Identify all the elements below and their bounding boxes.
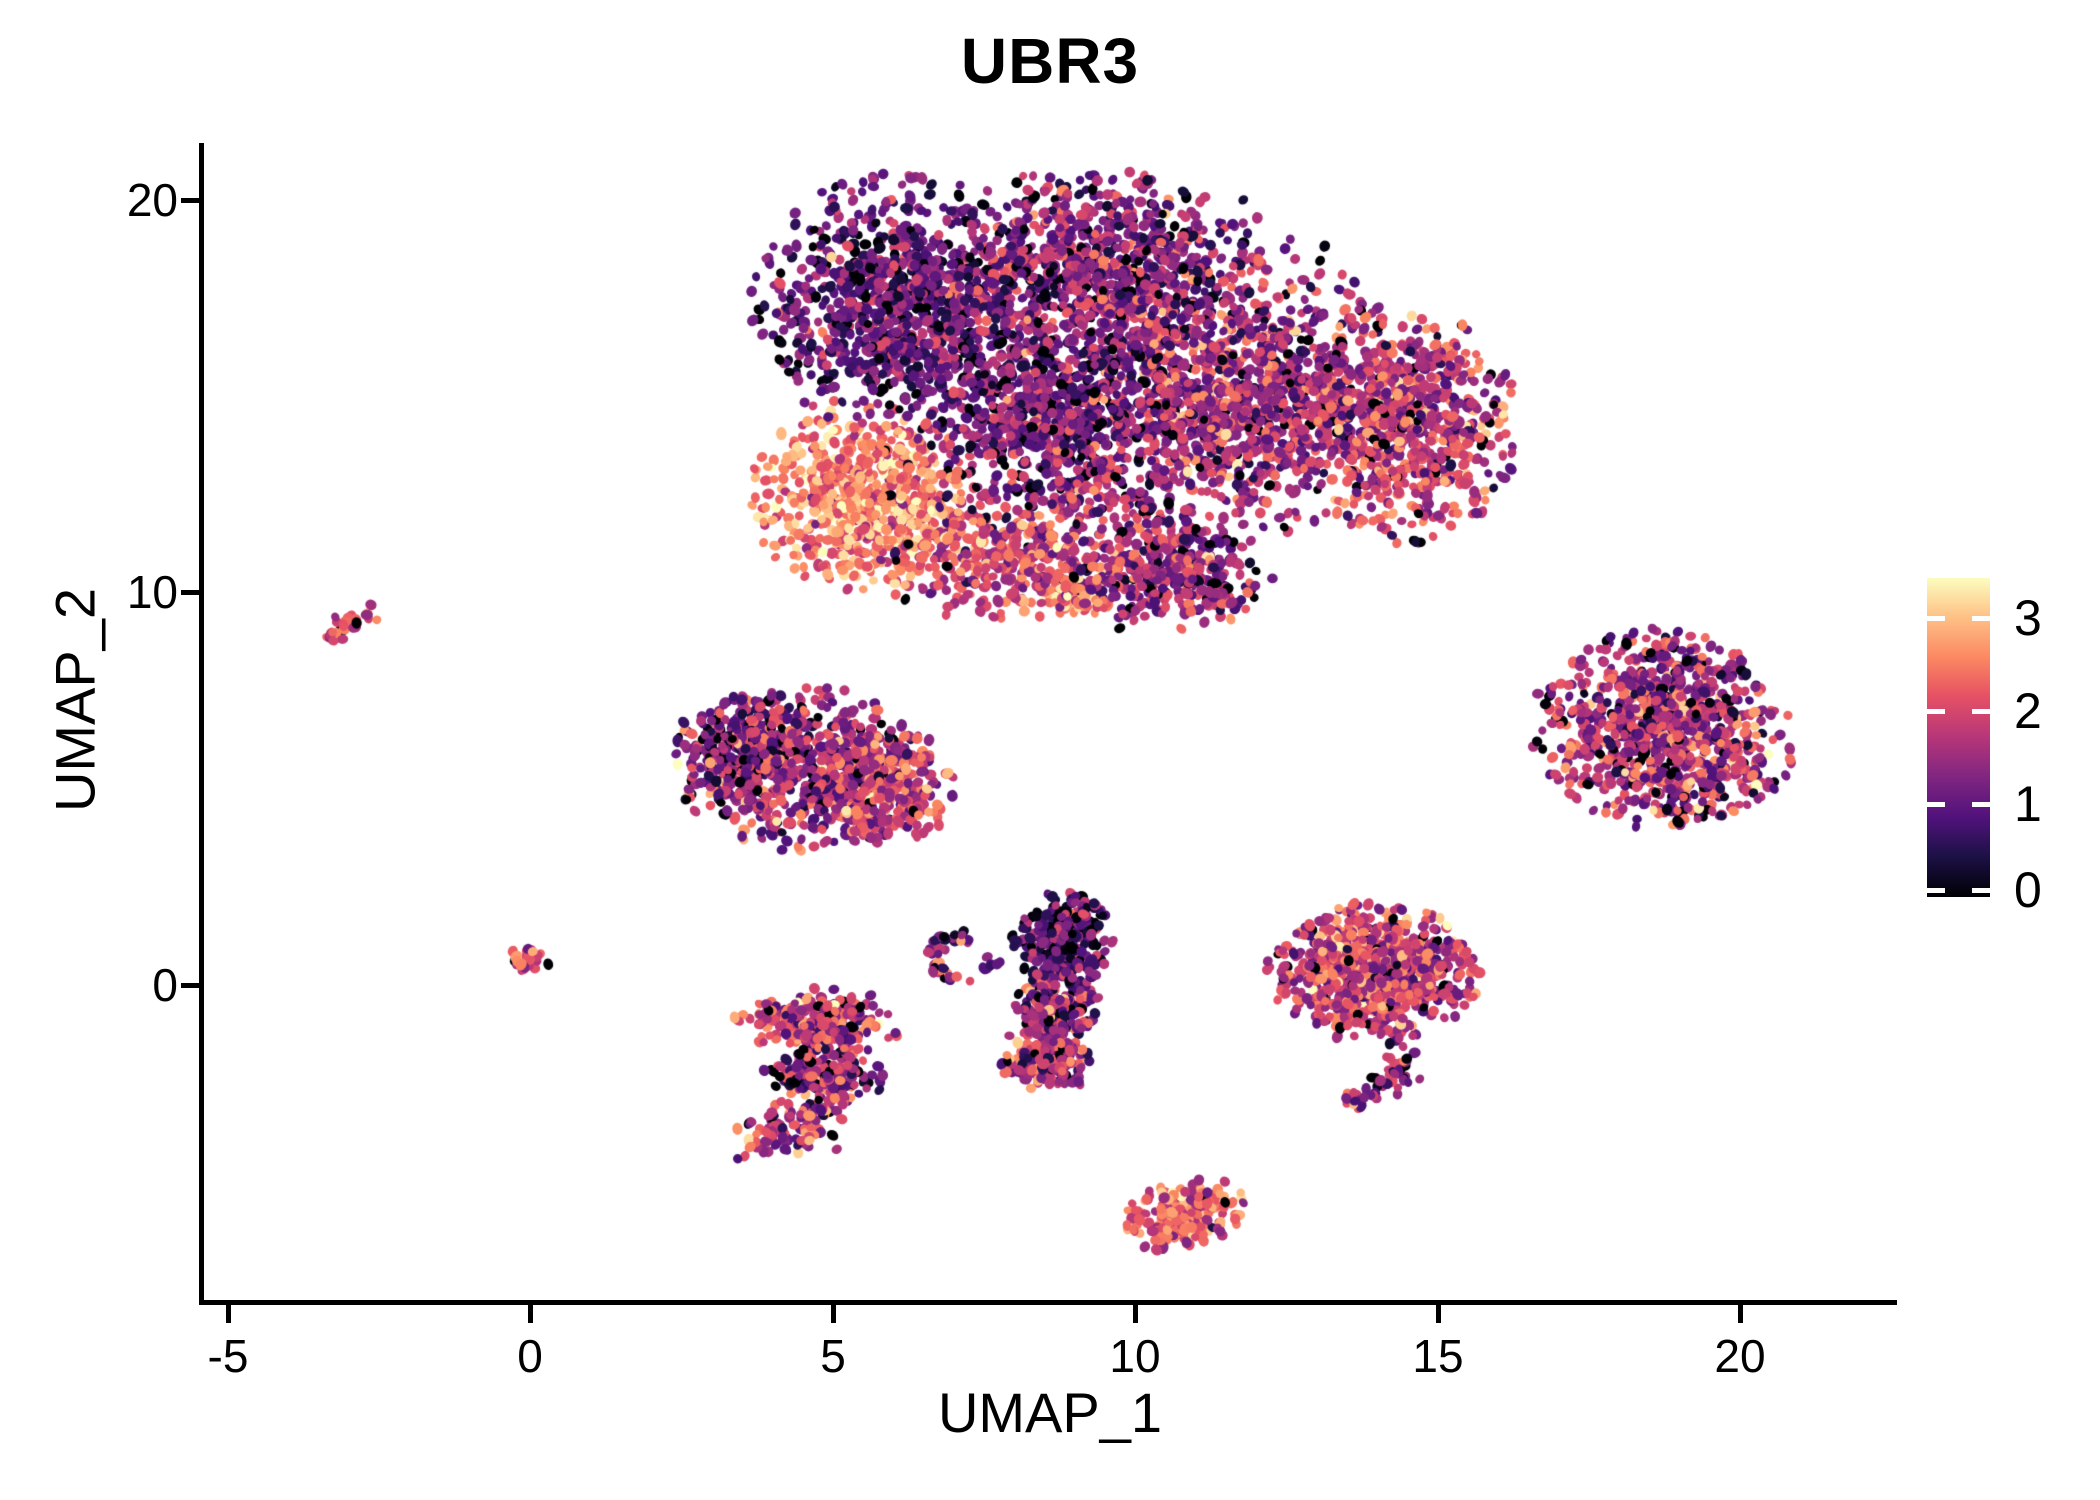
x-tick-label-neg5: -5 [207, 1330, 249, 1382]
x-tick-0 [528, 1305, 533, 1323]
x-tick-label-0: 0 [517, 1330, 543, 1382]
colorbar-label-3: 3 [2014, 590, 2042, 646]
colorbar-tick-mark [1972, 616, 1990, 621]
x-axis-line [199, 1300, 1897, 1305]
x-tick-20 [1738, 1305, 1743, 1323]
colorbar-label-2: 2 [2014, 683, 2042, 739]
x-tick-neg5 [226, 1305, 231, 1323]
colorbar-tick-mark [1972, 888, 1990, 893]
y-tick-label-20: 20 [126, 174, 178, 226]
x-tick-label-15: 15 [1412, 1330, 1464, 1382]
y-tick-label-10: 10 [126, 566, 178, 618]
x-tick-label-20: 20 [1714, 1330, 1766, 1382]
colorbar-tick-mark [1972, 802, 1990, 807]
colorbar-tick-mark [1972, 709, 1990, 714]
chart-title: UBR3 [960, 25, 1140, 97]
colorbar-tick-mark [1927, 888, 1945, 893]
x-tick-label-5: 5 [820, 1330, 846, 1382]
x-tick-label-10: 10 [1109, 1330, 1161, 1382]
x-tick-15 [1436, 1305, 1441, 1323]
colorbar-label-0: 0 [2014, 862, 2042, 918]
colorbar-tick-mark [1927, 616, 1945, 621]
y-axis-line [199, 143, 204, 1305]
expression-colorbar [1927, 578, 1990, 897]
y-tick-0 [181, 983, 200, 988]
x-tick-10 [1133, 1305, 1138, 1323]
x-axis-title: UMAP_1 [937, 1381, 1163, 1444]
colorbar-tick-mark [1927, 709, 1945, 714]
colorbar-tick-mark [1927, 802, 1945, 807]
y-tick-10 [181, 590, 200, 595]
y-tick-label-0: 0 [152, 959, 178, 1011]
colorbar-label-1: 1 [2014, 776, 2042, 832]
y-axis-title: UMAP_2 [43, 587, 107, 813]
x-tick-5 [831, 1305, 836, 1323]
y-tick-20 [181, 198, 200, 203]
